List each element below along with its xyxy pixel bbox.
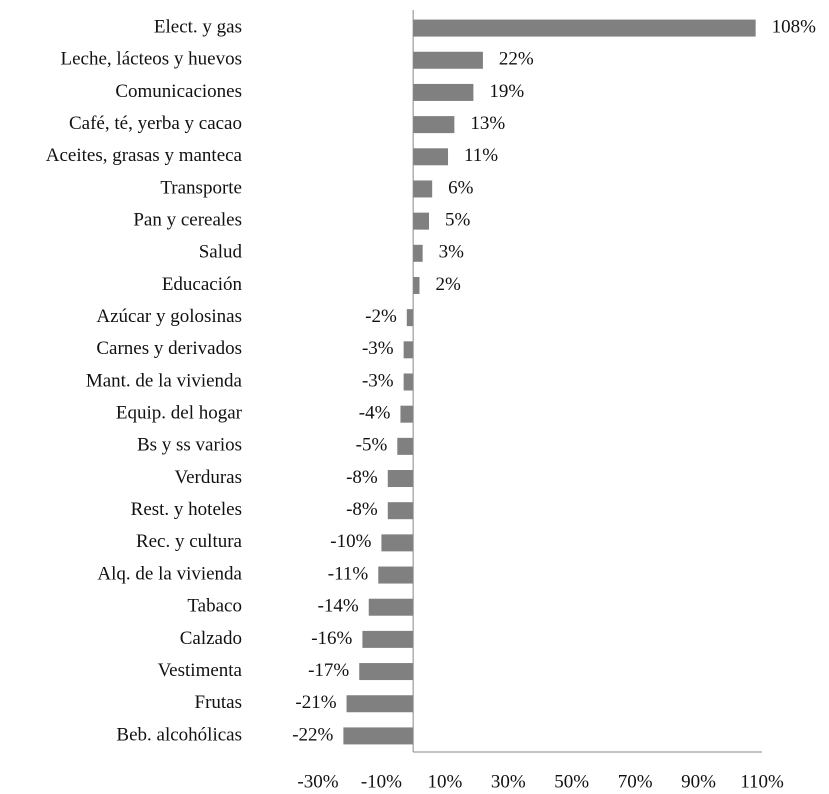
bar xyxy=(343,727,414,745)
y-tick-label: Aceites, grasas y manteca xyxy=(46,145,243,166)
x-tick-label: 50% xyxy=(554,771,589,792)
value-label: -8% xyxy=(346,467,378,488)
y-tick-label: Beb. alcohólicas xyxy=(116,724,242,745)
bar xyxy=(378,566,414,584)
y-tick-label: Carnes y derivados xyxy=(96,338,242,359)
value-label: -14% xyxy=(318,596,359,617)
y-tick-label: Frutas xyxy=(195,692,243,713)
y-tick-label: Equip. del hogar xyxy=(116,403,243,424)
y-tick-label: Comunicaciones xyxy=(115,81,242,102)
value-label: 22% xyxy=(499,49,534,70)
bar xyxy=(362,630,414,648)
bar xyxy=(413,148,449,166)
value-label: -22% xyxy=(292,724,333,745)
bar xyxy=(387,470,414,488)
value-label: 13% xyxy=(470,113,505,134)
bar xyxy=(413,51,483,69)
bar xyxy=(403,373,414,391)
y-tick-label: Alq. de la vivienda xyxy=(97,563,242,584)
value-label: -17% xyxy=(308,660,349,681)
x-tick-label: 110% xyxy=(740,771,784,792)
x-tick-label: -30% xyxy=(297,771,338,792)
y-tick-label: Mant. de la vivienda xyxy=(86,370,243,391)
bar xyxy=(413,116,455,134)
x-tick-label: -10% xyxy=(361,771,402,792)
y-tick-label: Vestimenta xyxy=(158,660,243,681)
y-tick-label: Azúcar y golosinas xyxy=(96,306,242,327)
value-label: -10% xyxy=(330,531,371,552)
x-tick-label: 70% xyxy=(618,771,653,792)
bar xyxy=(346,695,414,713)
value-label: -21% xyxy=(295,692,336,713)
value-label: 11% xyxy=(464,145,498,166)
y-tick-label: Tabaco xyxy=(187,596,242,617)
value-label: -3% xyxy=(362,370,394,391)
y-tick-label: Salud xyxy=(199,242,243,263)
x-tick-label: 10% xyxy=(427,771,462,792)
bar xyxy=(387,502,414,520)
bar xyxy=(397,437,414,455)
y-tick-label: Leche, lácteos y huevos xyxy=(61,49,242,70)
bar xyxy=(413,244,423,262)
bar xyxy=(413,83,474,101)
value-label: 3% xyxy=(439,242,465,263)
bar xyxy=(368,598,414,616)
bar xyxy=(359,663,414,681)
y-tick-label: Elect. y gas xyxy=(154,16,242,37)
value-label: 6% xyxy=(448,177,474,198)
y-tick-label: Verduras xyxy=(174,467,242,488)
y-tick-label: Rest. y hoteles xyxy=(131,499,242,520)
value-label: -5% xyxy=(356,435,388,456)
value-label: -4% xyxy=(359,403,391,424)
bar xyxy=(413,276,420,294)
value-label: 108% xyxy=(772,16,817,37)
bar xyxy=(403,341,414,359)
bar xyxy=(413,180,433,198)
x-tick-label: 30% xyxy=(491,771,526,792)
value-label: -11% xyxy=(328,563,369,584)
y-tick-label: Rec. y cultura xyxy=(136,531,243,552)
value-label: -8% xyxy=(346,499,378,520)
y-tick-label: Calzado xyxy=(180,628,242,649)
value-label: -3% xyxy=(362,338,394,359)
bar xyxy=(413,212,429,230)
value-label: 2% xyxy=(435,274,461,295)
y-tick-label: Educación xyxy=(162,274,243,295)
x-tick-label: 90% xyxy=(681,771,716,792)
value-label: 5% xyxy=(445,209,471,230)
bar xyxy=(406,309,414,327)
y-tick-label: Café, té, yerba y cacao xyxy=(69,113,242,134)
bar xyxy=(381,534,414,552)
bar xyxy=(400,405,414,423)
y-tick-label: Bs y ss varios xyxy=(137,435,242,456)
value-label: 19% xyxy=(489,81,524,102)
y-tick-label: Pan y cereales xyxy=(133,209,242,230)
y-tick-label: Transporte xyxy=(160,177,242,198)
bar xyxy=(413,19,756,37)
value-label: -16% xyxy=(311,628,352,649)
value-label: -2% xyxy=(365,306,397,327)
